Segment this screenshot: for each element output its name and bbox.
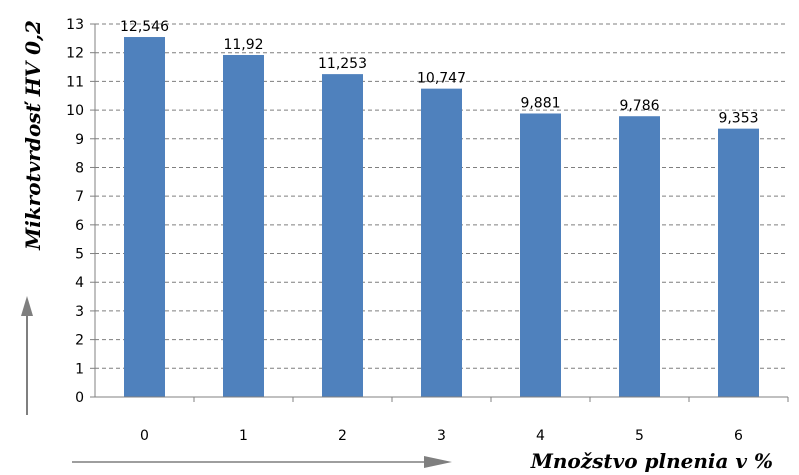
y-tick-label: 8 — [75, 160, 84, 176]
bar — [718, 128, 759, 397]
data-label: 11,253 — [318, 56, 367, 72]
data-label: 9,353 — [718, 111, 758, 127]
x-tick-label: 5 — [635, 428, 644, 444]
data-label: 9,881 — [520, 95, 560, 111]
x-axis-title: Množstvo plnenia v % — [530, 449, 773, 473]
x-axis: 0 1 2 3 4 5 6 — [95, 396, 789, 444]
y-tick-label: 7 — [75, 189, 84, 205]
y-tick-label: 6 — [75, 218, 84, 234]
x-tick-label: 2 — [338, 428, 347, 444]
y-tick-label: 4 — [75, 275, 84, 291]
y-tick-label: 5 — [75, 247, 84, 263]
data-labels: 12,546 11,92 11,253 10,747 9,881 9,786 9,353 — [120, 19, 759, 127]
x-tick-label: 0 — [140, 428, 149, 444]
bar — [520, 113, 561, 398]
x-tick-label: 4 — [536, 428, 545, 444]
data-label: 10,747 — [417, 71, 466, 87]
y-tick-label: 9 — [75, 132, 84, 148]
x-axis-arrow-icon — [72, 456, 452, 468]
y-tick-label: 12 — [66, 46, 84, 62]
x-tick-label: 3 — [437, 428, 446, 444]
bar — [421, 88, 462, 397]
y-tick-label: 0 — [75, 390, 84, 406]
y-axis-arrow-icon — [21, 296, 33, 415]
data-label: 11,92 — [223, 37, 263, 53]
y-tick-label: 10 — [66, 103, 84, 119]
x-tick-label: 1 — [239, 428, 248, 444]
y-tick-label: 11 — [66, 74, 84, 90]
data-label: 12,546 — [120, 19, 169, 35]
y-tick-label: 13 — [66, 17, 84, 33]
y-tick-label: 2 — [75, 333, 84, 349]
y-tick-label: 3 — [75, 304, 84, 320]
bars — [124, 37, 759, 398]
bar — [619, 116, 660, 398]
x-tick-label: 6 — [734, 428, 743, 444]
bar — [223, 54, 264, 397]
y-tick-label: 1 — [75, 361, 84, 377]
y-axis-title: Mikrotvrdosť HV 0,2 — [21, 20, 45, 251]
bar — [124, 37, 165, 397]
data-label: 9,786 — [619, 98, 659, 114]
bar — [322, 74, 363, 397]
